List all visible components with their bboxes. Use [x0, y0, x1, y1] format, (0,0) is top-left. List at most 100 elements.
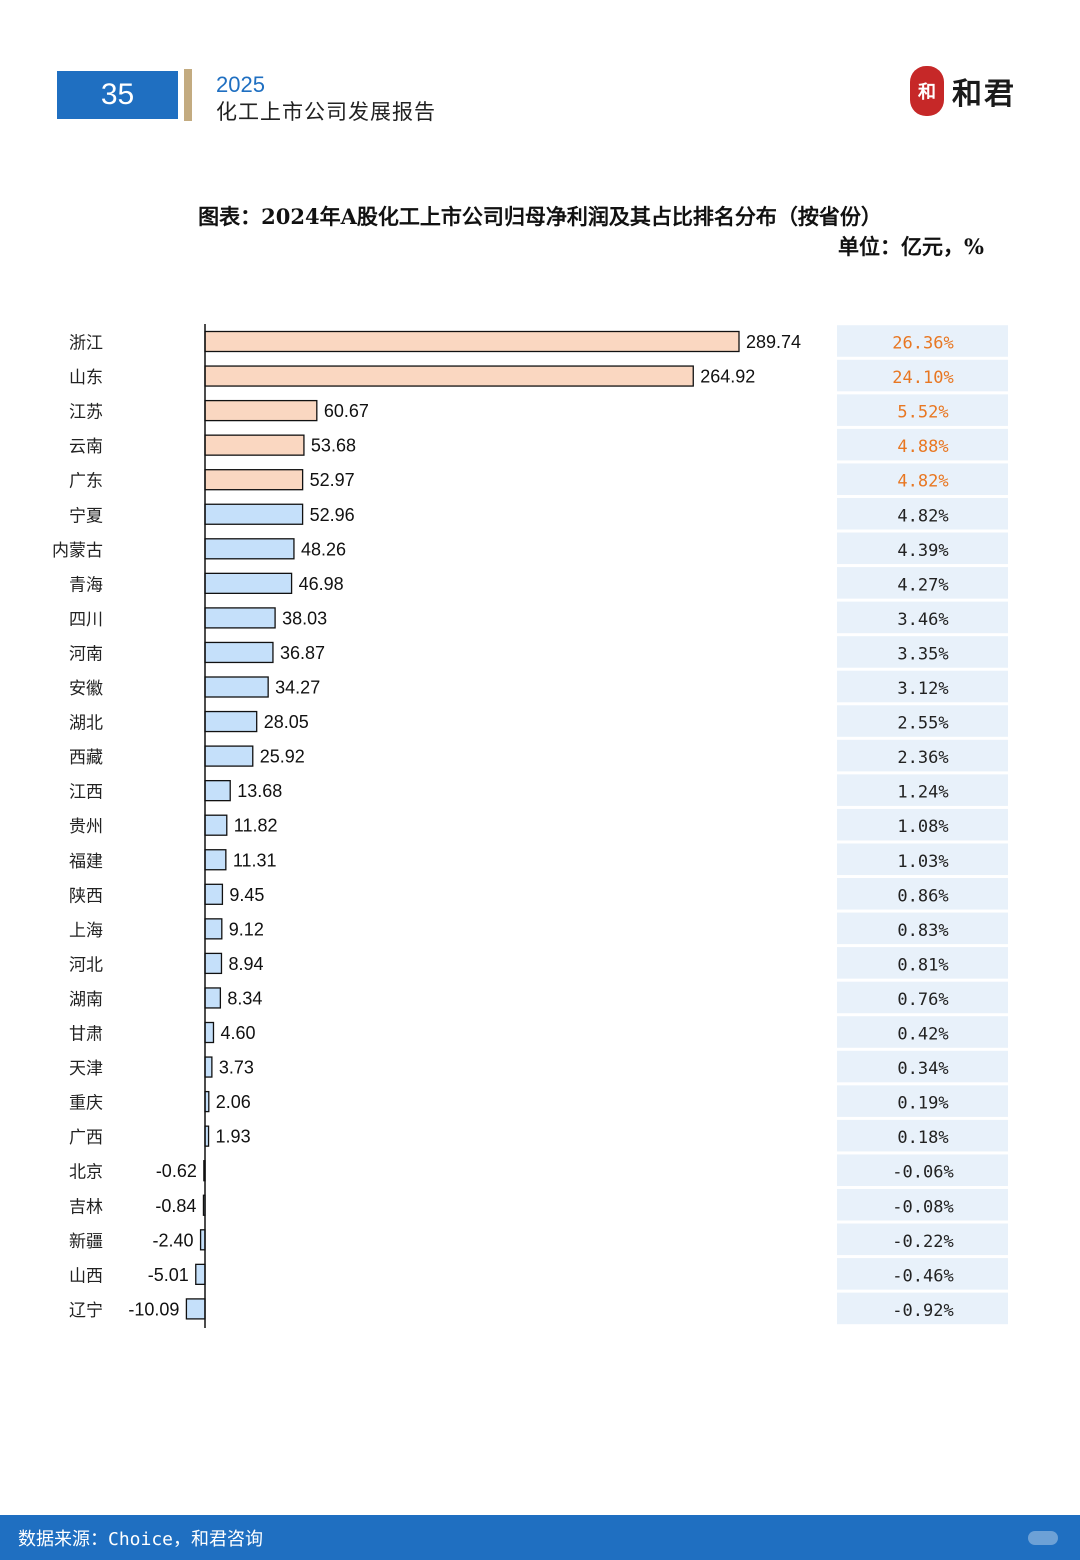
value-label: 2.06	[216, 1092, 251, 1112]
bar	[204, 330, 740, 353]
bar	[204, 572, 293, 595]
category-label: 山东	[69, 368, 103, 388]
share-label: 24.10%	[892, 368, 953, 388]
bar	[204, 814, 228, 836]
value-label: 11.82	[234, 816, 278, 836]
logo-text: 和君	[952, 77, 1016, 112]
share-label: 0.34%	[897, 1059, 948, 1079]
share-cell-bg	[837, 1050, 1008, 1083]
header-accent-bar	[184, 69, 192, 121]
share-cell-bg	[837, 912, 1008, 945]
share-cell-bg	[837, 1154, 1008, 1186]
share-label: 1.08%	[897, 817, 948, 837]
bar	[195, 1263, 206, 1285]
share-cell-bg	[837, 947, 1008, 979]
value-label: 53.68	[311, 436, 356, 456]
share-label: 1.03%	[897, 852, 948, 872]
share-label: 3.46%	[897, 610, 948, 630]
bar	[204, 1021, 215, 1044]
category-label: 上海	[69, 921, 103, 941]
category-label: 新疆	[69, 1232, 103, 1252]
category-label: 湖南	[69, 990, 103, 1010]
share-cell-bg	[837, 601, 1008, 634]
category-label: 甘肃	[69, 1025, 103, 1045]
share-cell-bg	[837, 739, 1008, 772]
share-cell-bg	[837, 774, 1008, 806]
category-label: 内蒙古	[52, 541, 103, 561]
value-label: 38.03	[282, 608, 327, 628]
share-label: 4.27%	[897, 575, 948, 595]
category-label: 安徽	[69, 679, 103, 699]
bar	[204, 1056, 213, 1078]
profit-bar-chart: 浙江 289.74 26.36% 山东 264.92 24.10% 江苏 60.67 5.52%…	[52, 324, 1008, 1328]
share-label: -0.06%	[892, 1163, 953, 1183]
bar	[204, 849, 227, 871]
bar	[204, 469, 304, 491]
value-label: 25.92	[260, 747, 305, 767]
share-cell-bg	[837, 981, 1008, 1014]
share-label: 3.12%	[897, 679, 948, 699]
share-label: 4.88%	[897, 437, 948, 457]
category-label: 河南	[69, 644, 103, 664]
report-title: 化工上市公司发展报告	[216, 100, 436, 124]
share-cell-bg	[837, 878, 1008, 910]
value-label: 52.96	[310, 505, 355, 525]
share-label: 1.24%	[897, 783, 948, 803]
share-cell-bg	[837, 808, 1008, 841]
value-label: 264.92	[700, 367, 755, 387]
value-label: 28.05	[264, 712, 309, 732]
share-label: 0.76%	[897, 990, 948, 1010]
share-cell-bg	[837, 359, 1008, 392]
bar	[204, 745, 254, 767]
share-label: -0.46%	[892, 1266, 953, 1286]
value-label: 289.74	[746, 332, 801, 352]
category-label: 山西	[69, 1266, 103, 1286]
value-label: 11.31	[233, 850, 277, 870]
bar	[204, 365, 694, 387]
value-label: -5.01	[148, 1265, 189, 1285]
report-year: 2025	[216, 72, 265, 97]
category-label: 四川	[69, 610, 103, 630]
share-label: 0.81%	[897, 955, 948, 975]
share-label: -0.22%	[892, 1232, 953, 1252]
value-label: 13.68	[237, 781, 282, 801]
bar	[204, 399, 318, 422]
share-cell-bg	[837, 325, 1008, 357]
bar	[204, 779, 231, 802]
value-label: 52.97	[310, 470, 355, 490]
value-label: 46.98	[299, 574, 344, 594]
value-label: 9.45	[229, 885, 264, 905]
category-label: 辽宁	[69, 1301, 103, 1321]
category-label: 云南	[69, 437, 103, 457]
share-label: 4.39%	[897, 541, 948, 561]
share-cell-bg	[837, 567, 1008, 599]
share-label: 4.82%	[897, 506, 948, 526]
chart-unit: 单位：亿元，%	[838, 234, 984, 259]
share-cell-bg	[837, 1119, 1008, 1152]
share-label: 2.55%	[897, 714, 948, 734]
data-source: 数据来源：Choice，和君咨询	[18, 1528, 264, 1550]
bar	[204, 987, 222, 1009]
category-label: 浙江	[69, 334, 103, 354]
bar	[204, 918, 223, 940]
share-label: -0.08%	[892, 1197, 953, 1217]
value-label: 8.34	[227, 988, 262, 1008]
category-label: 福建	[69, 852, 103, 872]
share-cell-bg	[837, 1292, 1008, 1325]
bar	[204, 676, 269, 698]
value-label: 60.67	[324, 401, 369, 421]
category-label: 贵州	[69, 817, 103, 837]
footer-badge	[1028, 1531, 1058, 1545]
brand-logo: 和 和君	[910, 66, 1016, 116]
share-cell-bg	[837, 705, 1008, 737]
share-label: 0.86%	[897, 886, 948, 906]
category-label: 河北	[69, 955, 103, 975]
share-label: 0.18%	[897, 1128, 948, 1148]
share-cell-bg	[837, 1223, 1008, 1256]
share-cell-bg	[837, 463, 1008, 495]
value-label: 48.26	[301, 539, 346, 559]
category-label: 湖北	[69, 714, 103, 734]
bar	[204, 538, 295, 560]
bar	[204, 503, 304, 525]
value-label: 8.94	[228, 954, 263, 974]
